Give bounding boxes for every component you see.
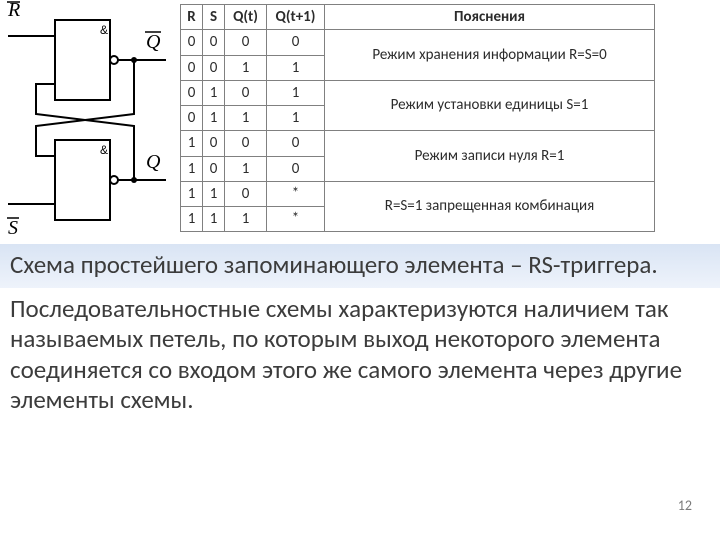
svg-text:Q: Q <box>146 151 161 173</box>
svg-text:&: & <box>100 143 108 157</box>
table-cell: 0 <box>203 30 225 55</box>
table-explain-cell: Режим хранения информации R=S=0 <box>325 30 655 81</box>
table-explain-cell: R=S=1 запрещенная комбинация <box>325 181 655 232</box>
table-cell: 0 <box>203 131 225 156</box>
table-cell: * <box>267 181 325 206</box>
table-cell: 0 <box>203 55 225 80</box>
page-number: 12 <box>678 497 692 514</box>
table-cell: 0 <box>225 131 267 156</box>
table-cell: 0 <box>267 30 325 55</box>
table-cell: 1 <box>225 156 267 181</box>
table-explain-cell: Режим установки единицы S=1 <box>325 80 655 131</box>
table-cell: 0 <box>181 80 203 105</box>
table-cell: 1 <box>225 106 267 131</box>
svg-text:R: R <box>7 0 20 21</box>
table-header-cell: R <box>181 5 203 30</box>
table-cell: 1 <box>267 55 325 80</box>
table-cell: 0 <box>225 30 267 55</box>
table-cell: 0 <box>181 106 203 131</box>
table-cell: 1 <box>203 80 225 105</box>
table-header-cell: Пояснения <box>325 5 655 30</box>
svg-text:S: S <box>8 217 18 239</box>
table-cell: 1 <box>181 207 203 232</box>
table-cell: 1 <box>225 207 267 232</box>
svg-text:&: & <box>100 23 108 37</box>
table-cell: 1 <box>225 55 267 80</box>
caption-line-2: Последовательностные схемы характеризуют… <box>0 288 720 423</box>
table-cell: 1 <box>181 181 203 206</box>
truth-table: RSQ(t)Q(t+1)Пояснения0000Режим хранения … <box>180 4 655 232</box>
caption-line-1: Схема простейшего запоминающего элемента… <box>0 244 720 288</box>
svg-text:Q: Q <box>146 31 161 53</box>
table-header-cell: Q(t) <box>225 5 267 30</box>
table-cell: 1 <box>203 106 225 131</box>
table-cell: 1 <box>181 156 203 181</box>
table-cell: 1 <box>181 131 203 156</box>
table-cell: 0 <box>181 55 203 80</box>
table-cell: 1 <box>267 106 325 131</box>
table-cell: 1 <box>203 207 225 232</box>
table-cell: * <box>267 207 325 232</box>
table-cell: 1 <box>267 80 325 105</box>
table-cell: 0 <box>225 80 267 105</box>
table-cell: 0 <box>203 156 225 181</box>
table-explain-cell: Режим записи нуля R=1 <box>325 131 655 182</box>
table-cell: 0 <box>267 156 325 181</box>
table-cell: 0 <box>225 181 267 206</box>
rs-trigger-diagram: & & R S Q Q <box>0 0 180 240</box>
table-cell: 1 <box>203 181 225 206</box>
table-header-cell: S <box>203 5 225 30</box>
table-cell: 0 <box>267 131 325 156</box>
table-header-cell: Q(t+1) <box>267 5 325 30</box>
table-cell: 0 <box>181 30 203 55</box>
